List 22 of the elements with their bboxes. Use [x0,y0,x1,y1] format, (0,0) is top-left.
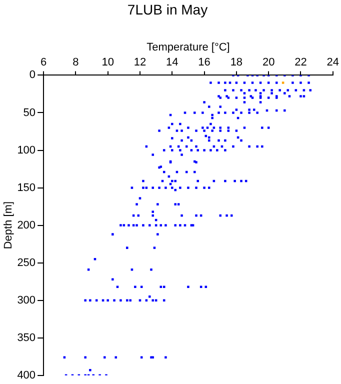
y-tick-label: 300 [17,294,36,306]
y-tick-label: 100 [17,144,36,156]
x-tick-label: 16 [198,56,210,69]
y-axis-title: Depth [m] [2,201,15,250]
x-tick-label: 8 [72,56,79,69]
x-tick-label: 14 [166,56,178,69]
y-tick-label: 350 [17,332,36,344]
y-tick-label: 150 [17,182,36,194]
y-tick-label: 250 [17,256,36,269]
x-tick-label: 22 [294,56,307,69]
y-tick-label: 50 [23,106,36,119]
x-tick-label: 20 [262,56,275,69]
x-axis-title: Temperature [°C] [146,41,230,54]
chart-title: 7LUB in May [127,1,208,18]
x-tick-label: 24 [326,56,340,69]
y-tick-label: 200 [17,219,36,232]
x-tick-label: 18 [230,56,243,69]
x-tick-label: 6 [40,56,47,69]
x-tick-label: 12 [134,56,146,69]
y-tick-label: 0 [29,69,36,82]
x-tick-label: 10 [102,56,114,69]
y-tick-label: 400 [17,369,36,382]
